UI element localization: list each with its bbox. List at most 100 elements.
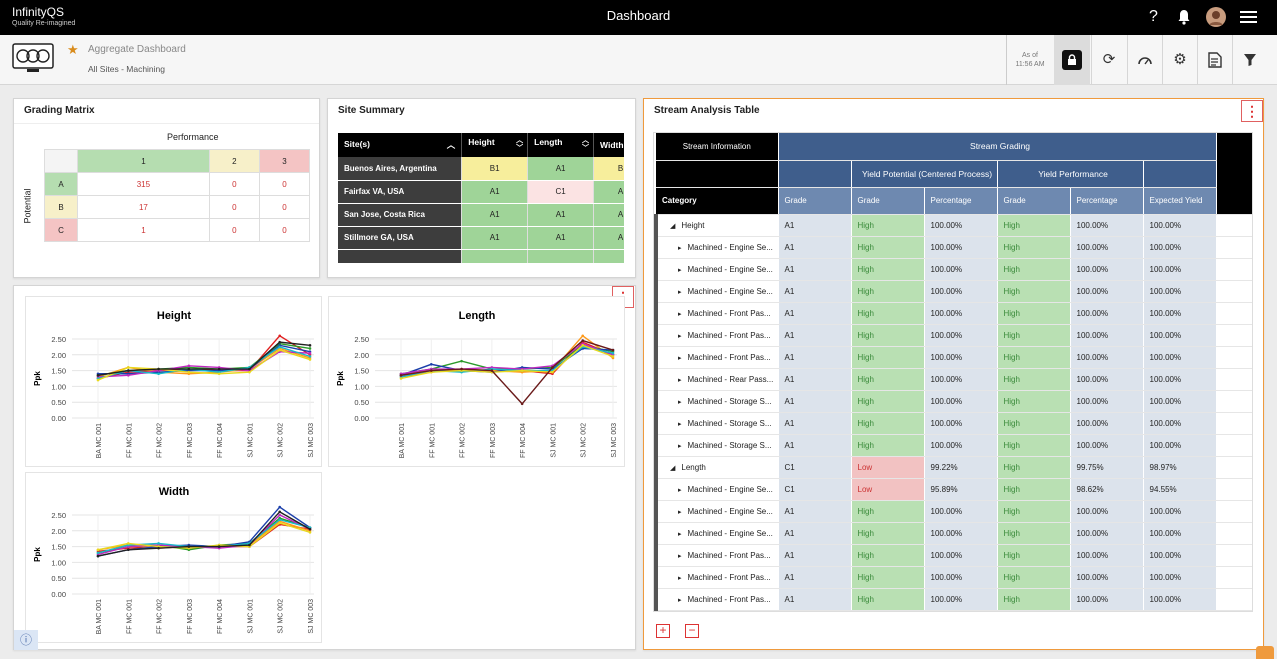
expand-arrow-icon[interactable]: ▸ xyxy=(678,376,682,384)
collapse-arrow-icon[interactable]: ◢ xyxy=(670,222,676,230)
matrix-cell[interactable]: 0 xyxy=(208,218,260,242)
expand-arrow-icon[interactable]: ▸ xyxy=(678,288,682,296)
table-row[interactable]: ▸ Machined - Front Pas... A1 High 100.00% Hig… xyxy=(654,566,1252,589)
grade-cell[interactable]: A1 xyxy=(461,226,529,250)
stream-analysis-table-wrap[interactable]: Stream Information Stream Grading Yield … xyxy=(653,132,1253,612)
sort-icon[interactable]: ︿ ﹀ xyxy=(582,137,590,152)
category-cell[interactable]: ▸ Machined - Engine Se... xyxy=(654,258,779,281)
matrix-cell[interactable]: 0 xyxy=(208,172,260,196)
report-icon[interactable] xyxy=(1197,35,1232,85)
grade-cell[interactable]: A1 xyxy=(527,226,595,250)
chat-widget-icon[interactable] xyxy=(1256,646,1274,659)
matrix-cell[interactable]: 0 xyxy=(258,172,311,196)
more-options-icon[interactable]: ⋮ xyxy=(1241,100,1263,122)
expand-arrow-icon[interactable]: ▸ xyxy=(678,420,682,428)
table-row[interactable]: ◢ Height A1 High 100.00% High 100.00% 100.00% xyxy=(654,214,1252,237)
category-cell[interactable]: ◢ Length xyxy=(654,456,779,479)
col-header-perf-percentage[interactable]: Percentage xyxy=(1070,187,1144,215)
table-row[interactable]: ▸ Machined - Storage S... A1 High 100.00% Hig… xyxy=(654,390,1252,413)
category-cell[interactable]: ▸ Machined - Front Pas... xyxy=(654,346,779,369)
expand-arrow-icon[interactable]: ▸ xyxy=(678,398,682,406)
infinityqs-logo[interactable]: InfinityQS Quality Re-imagined xyxy=(12,5,75,27)
col-header-yield-percentage[interactable]: Percentage xyxy=(924,187,998,215)
favorite-star-icon[interactable]: ★ xyxy=(67,42,79,57)
length-chart[interactable]: Length 0.00 0.50 1.00 1.50 2.00 2.50 Ppk BA MC 0… xyxy=(328,296,625,467)
expand-arrow-icon[interactable]: ▸ xyxy=(678,574,682,582)
grade-cell[interactable]: A1 xyxy=(461,180,529,204)
table-row[interactable]: San Jose, Costa Rica A1 A1 A xyxy=(338,203,624,227)
sort-icon[interactable]: ︿ ﹀ xyxy=(516,137,524,152)
matrix-cell[interactable]: 0 xyxy=(258,218,311,242)
expand-arrow-icon[interactable]: ▸ xyxy=(678,310,682,318)
table-row[interactable]: ▸ Machined - Rear Pass... A1 High 100.00% Hig… xyxy=(654,368,1252,391)
table-row[interactable]: Stillmore GA, USA A1 A1 A xyxy=(338,226,624,250)
table-row[interactable]: ▸ Machined - Front Pas... A1 High 100.00% Hig… xyxy=(654,544,1252,567)
col-header-height[interactable]: Height ︿ ﹀ xyxy=(461,133,529,157)
grade-cell[interactable]: B xyxy=(593,157,624,181)
table-row[interactable]: ▸ Machined - Engine Se... A1 High 100.00% Hig… xyxy=(654,280,1252,303)
category-cell[interactable]: ▸ Machined - Engine Se... xyxy=(654,500,779,523)
table-row[interactable]: ▸ Machined - Front Pas... A1 High 100.00% Hig… xyxy=(654,324,1252,347)
category-cell[interactable]: ▸ Machined - Storage S... xyxy=(654,412,779,435)
col-header-width[interactable]: Width xyxy=(593,133,624,157)
category-cell[interactable]: ▸ Machined - Storage S... xyxy=(654,434,779,457)
help-icon[interactable]: ? xyxy=(1149,8,1158,25)
width-chart[interactable]: Width 0.00 0.50 1.00 1.50 2.00 2.50 Ppk BA MC 00… xyxy=(25,472,322,643)
category-cell[interactable]: ◢ Height xyxy=(654,214,779,237)
matrix-cell[interactable]: 17 xyxy=(77,195,210,219)
table-row[interactable]: ▸ Machined - Engine Se... C1 Low 95.89% High 9… xyxy=(654,478,1252,501)
matrix-cell[interactable]: 0 xyxy=(258,195,311,219)
table-row[interactable]: ▸ Machined - Front Pas... A1 High 100.00% Hig… xyxy=(654,302,1252,325)
gauge-icon[interactable] xyxy=(1127,35,1162,85)
category-cell[interactable]: ▸ Machined - Storage S... xyxy=(654,390,779,413)
expand-arrow-icon[interactable]: ▸ xyxy=(678,486,682,494)
col-header-expected-yield[interactable]: Expected Yield xyxy=(1143,187,1217,215)
category-cell[interactable]: ▸ Machined - Rear Pass... xyxy=(654,368,779,391)
col-header-length[interactable]: Length ︿ ﹀ xyxy=(527,133,595,157)
lock-button[interactable] xyxy=(1054,35,1090,85)
category-cell[interactable]: ▸ Machined - Engine Se... xyxy=(654,478,779,501)
expand-arrow-icon[interactable]: ▸ xyxy=(678,266,682,274)
col-header-perf-grade[interactable]: Grade xyxy=(997,187,1071,215)
table-row[interactable]: ◢ Length C1 Low 99.22% High 99.75% 98.97% xyxy=(654,456,1252,479)
category-cell[interactable]: ▸ Machined - Front Pas... xyxy=(654,588,779,611)
expand-arrow-icon[interactable]: ▸ xyxy=(678,596,682,604)
collapse-all-icon[interactable]: − xyxy=(685,624,699,638)
table-row[interactable]: ▸ Machined - Engine Se... A1 High 100.00% Hig… xyxy=(654,522,1252,545)
filter-icon[interactable] xyxy=(1232,35,1267,85)
grade-cell[interactable]: A1 xyxy=(527,203,595,227)
matrix-cell[interactable]: 1 xyxy=(77,218,210,242)
notification-bell-icon[interactable] xyxy=(1176,9,1192,30)
expand-arrow-icon[interactable]: ▸ xyxy=(678,244,682,252)
table-row[interactable]: Buenos Aires, Argentina B1 A1 B xyxy=(338,157,624,181)
category-cell[interactable]: ▸ Machined - Engine Se... xyxy=(654,280,779,303)
col-header-category[interactable]: Category xyxy=(656,187,779,215)
col-header-grade[interactable]: Grade xyxy=(778,187,852,215)
table-row[interactable]: ▸ Machined - Storage S... A1 High 100.00% Hig… xyxy=(654,412,1252,435)
table-row[interactable]: ▸ Machined - Engine Se... A1 High 100.00% Hig… xyxy=(654,258,1252,281)
grade-cell[interactable]: A xyxy=(593,203,624,227)
table-row[interactable]: ▸ Machined - Front Pas... A1 High 100.00% Hig… xyxy=(654,346,1252,369)
sort-icon[interactable]: ︿ xyxy=(446,140,456,150)
settings-gear-icon[interactable]: ⚙ xyxy=(1162,35,1197,85)
table-row[interactable]: Fairfax VA, USA A1 C1 A xyxy=(338,180,624,204)
category-cell[interactable]: ▸ Machined - Engine Se... xyxy=(654,522,779,545)
category-cell[interactable]: ▸ Machined - Front Pas... xyxy=(654,302,779,325)
info-icon[interactable]: ⓘ xyxy=(14,630,38,650)
expand-arrow-icon[interactable]: ▸ xyxy=(678,332,682,340)
user-avatar[interactable] xyxy=(1206,7,1226,32)
height-chart[interactable]: Height 0.00 0.50 1.00 1.50 2.00 2.50 Ppk BA MC 0… xyxy=(25,296,322,467)
grade-cell[interactable]: A1 xyxy=(527,157,595,181)
category-cell[interactable]: ▸ Machined - Front Pas... xyxy=(654,544,779,567)
table-row[interactable]: ▸ Machined - Storage S... A1 High 100.00% Hig… xyxy=(654,434,1252,457)
col-header-yield-grade[interactable]: Grade xyxy=(851,187,925,215)
hamburger-menu-icon[interactable] xyxy=(1240,9,1258,30)
expand-arrow-icon[interactable]: ▸ xyxy=(678,442,682,450)
category-cell[interactable]: ▸ Machined - Front Pas... xyxy=(654,566,779,589)
table-row[interactable]: ▸ Machined - Engine Se... A1 High 100.00% Hig… xyxy=(654,500,1252,523)
matrix-cell[interactable]: 315 xyxy=(77,172,210,196)
grade-cell[interactable]: B1 xyxy=(461,157,529,181)
table-row[interactable]: ▸ Machined - Front Pas... A1 High 100.00% Hig… xyxy=(654,588,1252,611)
expand-all-icon[interactable]: + xyxy=(656,624,670,638)
expand-arrow-icon[interactable]: ▸ xyxy=(678,354,682,362)
